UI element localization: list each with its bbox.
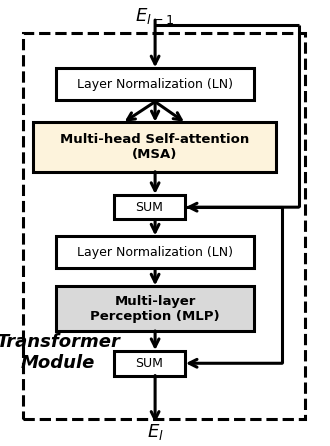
Text: $\mathit{E}_{l}$: $\mathit{E}_{l}$ — [147, 422, 163, 442]
FancyArrowPatch shape — [127, 102, 155, 120]
Text: SUM: SUM — [135, 357, 163, 370]
FancyArrowPatch shape — [151, 376, 159, 419]
FancyBboxPatch shape — [114, 351, 185, 376]
FancyBboxPatch shape — [33, 122, 276, 172]
Text: Multi-layer
Perception (MLP): Multi-layer Perception (MLP) — [90, 295, 220, 322]
FancyBboxPatch shape — [56, 68, 254, 100]
FancyArrowPatch shape — [151, 102, 159, 118]
FancyArrowPatch shape — [151, 172, 159, 190]
FancyBboxPatch shape — [114, 195, 185, 219]
FancyArrowPatch shape — [151, 268, 159, 282]
Text: SUM: SUM — [135, 201, 163, 214]
FancyArrowPatch shape — [155, 102, 181, 120]
Text: Layer Normalization (LN): Layer Normalization (LN) — [77, 246, 233, 259]
Text: Transformer
Module: Transformer Module — [0, 333, 120, 372]
FancyBboxPatch shape — [56, 236, 254, 268]
FancyArrowPatch shape — [189, 359, 282, 367]
FancyArrowPatch shape — [151, 219, 159, 232]
FancyArrowPatch shape — [151, 331, 159, 347]
FancyArrowPatch shape — [151, 20, 159, 64]
Text: Multi-head Self-attention
(MSA): Multi-head Self-attention (MSA) — [60, 133, 249, 161]
FancyBboxPatch shape — [56, 286, 254, 331]
FancyArrowPatch shape — [189, 203, 299, 211]
Text: Layer Normalization (LN): Layer Normalization (LN) — [77, 78, 233, 91]
Text: $\mathit{E}_{l-1}$: $\mathit{E}_{l-1}$ — [136, 6, 175, 25]
